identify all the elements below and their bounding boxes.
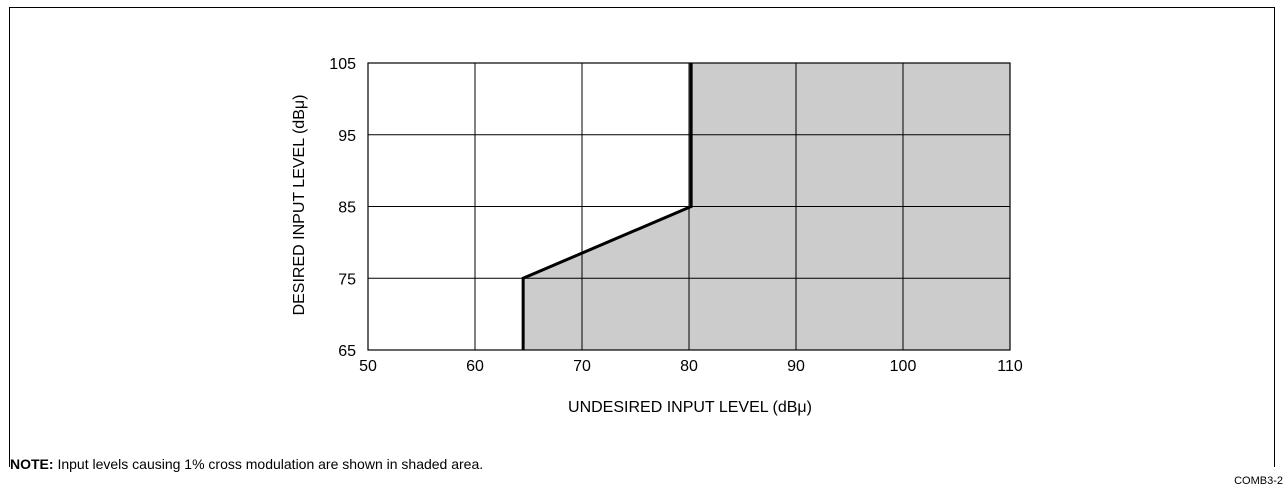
- x-tick-label: 70: [573, 358, 591, 375]
- note-label: NOTE:: [10, 456, 54, 472]
- y-tick-label: 65: [338, 343, 356, 360]
- y-tick-label: 75: [338, 271, 356, 288]
- y-tick-label: 85: [338, 200, 356, 217]
- x-tick-label: 100: [890, 358, 917, 375]
- x-tick-label: 80: [680, 358, 698, 375]
- note: NOTE: Input levels causing 1% cross modu…: [10, 456, 483, 472]
- boundary-line: [521, 63, 693, 350]
- plot-border: [367, 62, 1011, 351]
- x-tick-label: 50: [359, 358, 377, 375]
- figure-frame: [9, 7, 1275, 467]
- x-tick-label: 60: [466, 358, 484, 375]
- x-axis-label: UNDESIRED INPUT LEVEL (dBμ): [568, 399, 812, 416]
- figure-code: COMB3-2: [1234, 475, 1283, 487]
- y-axis-label: DESIRED INPUT LEVEL (dBμ): [291, 95, 308, 316]
- y-tick-label: 105: [329, 56, 356, 73]
- y-tick-label: 95: [338, 128, 356, 145]
- note-text: Input levels causing 1% cross modulation…: [57, 456, 484, 472]
- x-tick-label: 90: [787, 358, 805, 375]
- x-tick-label: 110: [997, 358, 1023, 375]
